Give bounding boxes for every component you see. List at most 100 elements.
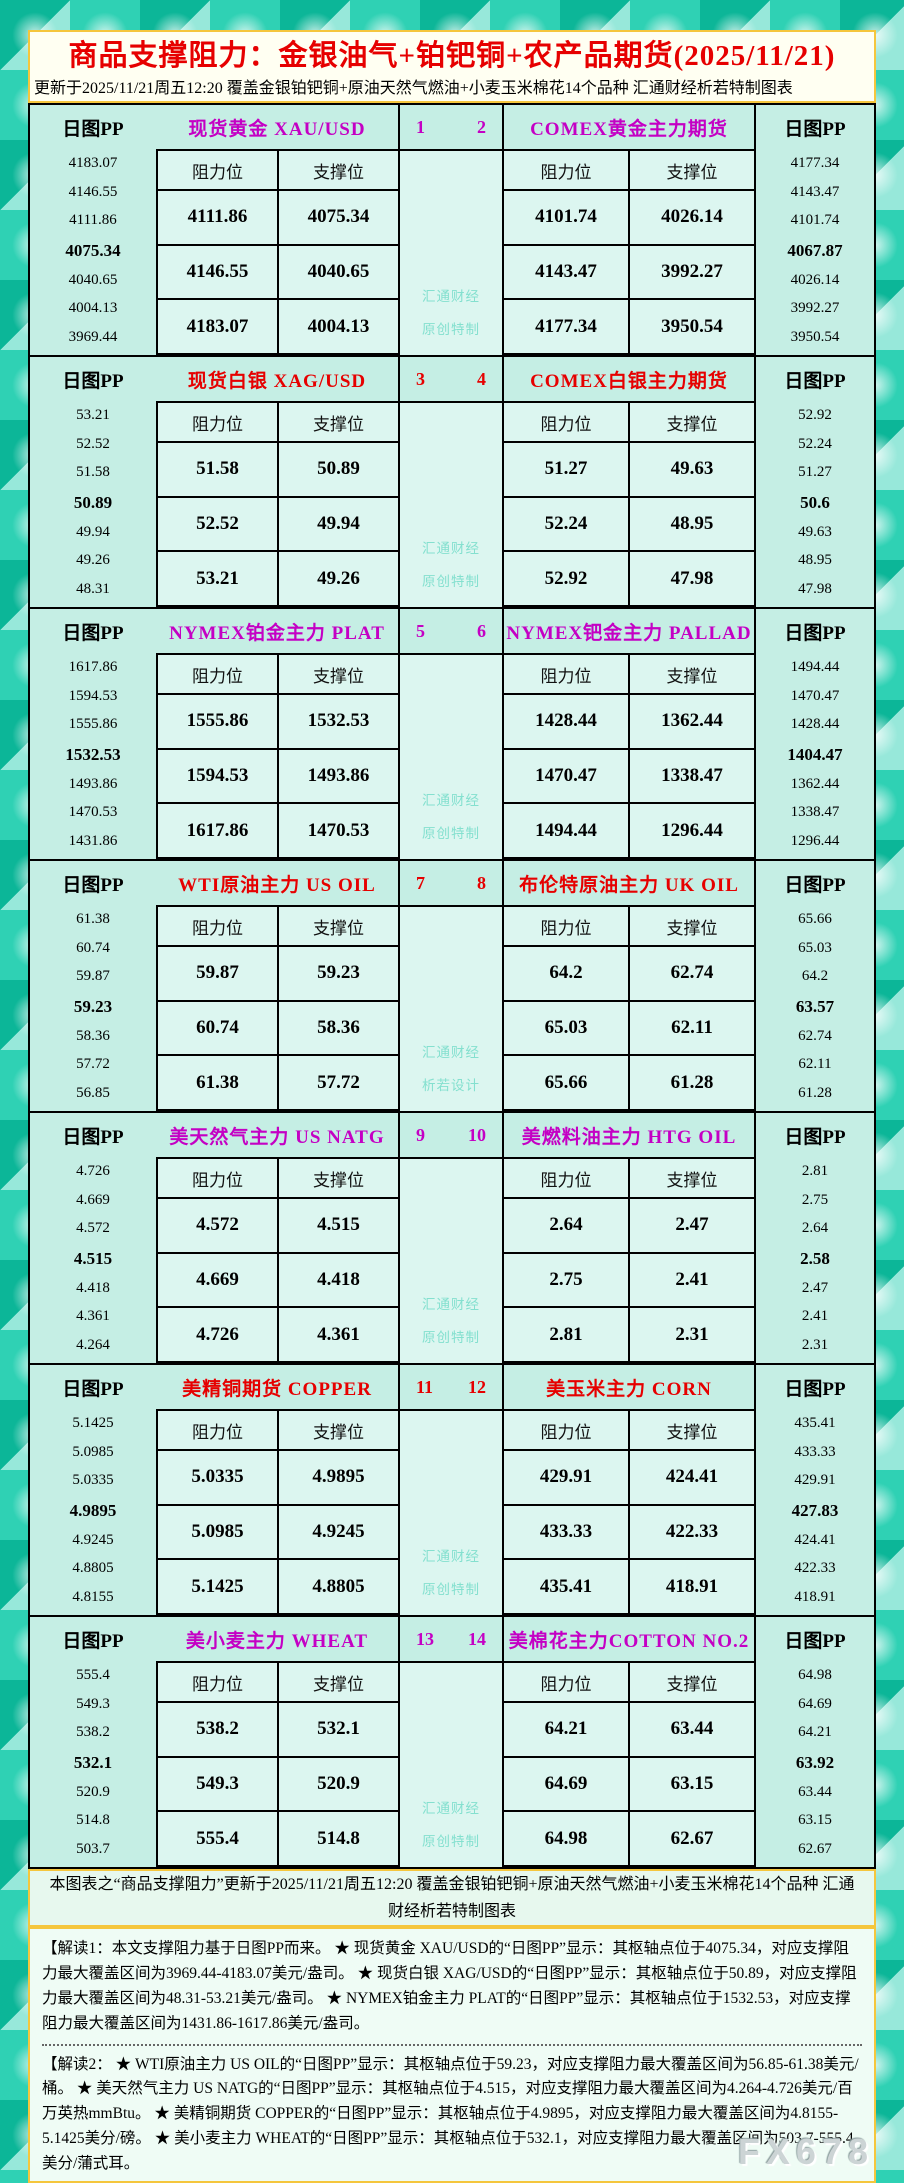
table-header-row: 阻力位 支撑位 <box>158 151 398 191</box>
pp-column-left: 日图PP 5.1425 5.0985 5.0335 4.9895 4.9245 4.880… <box>30 1365 156 1615</box>
support-value: 62.67 <box>670 1827 714 1849</box>
pp-header-label: 日图PP <box>62 118 124 140</box>
interpretation-2: 【解读2： ★ WTI原油主力 US OIL的“日图PP”显示：其枢轴点位于59… <box>42 2055 859 2172</box>
site-watermark-cell: 汇通财经 原创特制 <box>400 1663 502 1867</box>
table-row: 1428.44 1362.44 <box>504 695 754 750</box>
support-value: 4.9245 <box>312 1521 365 1542</box>
resistance-header: 阻力位 <box>158 1663 279 1701</box>
table-row: 4.669 4.418 <box>158 1253 398 1309</box>
instrument-title-right: COMEX黄金主力期货 <box>530 118 728 140</box>
resistance-value: 1617.86 <box>158 804 279 858</box>
table-row: 429.91 424.41 <box>504 1451 754 1506</box>
table-row: 59.87 59.23 <box>158 947 398 1002</box>
resistance-value: 4183.07 <box>158 300 279 354</box>
pivot-value: 4067.87 <box>787 240 843 260</box>
instrument-title-left: 现货白银 XAG/USD <box>187 370 367 392</box>
table-row: 64.98 62.67 <box>504 1812 754 1866</box>
table-row: 1470.47 1338.47 <box>504 749 754 805</box>
pp-column-right: 日图PP 52.92 52.24 51.27 50.6 49.63 48.95 47.98 <box>754 357 874 607</box>
resistance-value: 429.91 <box>504 1451 630 1504</box>
pp-value: 48.31 <box>76 581 110 598</box>
resistance-header: 阻力位 <box>158 907 279 945</box>
pp-value: 64.21 <box>798 1724 832 1741</box>
table-row: 61.38 57.72 <box>158 1056 398 1110</box>
resistance-value: 5.1425 <box>158 1560 279 1614</box>
pp-value: 3992.27 <box>790 300 840 317</box>
levels-panel-right: NYMEX钯金主力 PALLAD 阻力位 支撑位 1428.44 1362.44 1… <box>504 609 754 859</box>
pp-values-left: 5.1425 5.0985 5.0335 4.9895 4.9245 4.8805 4.81… <box>30 1409 156 1615</box>
site-watermark-line: 析若设计 <box>422 1078 480 1094</box>
resistance-header: 阻力位 <box>158 655 279 693</box>
pair-index-left: 9 <box>416 1124 425 1145</box>
table-header-row: 阻力位 支撑位 <box>158 1663 398 1703</box>
table-row: 4143.47 3992.27 <box>504 245 754 301</box>
levels-table-left: 阻力位 支撑位 4.572 4.515 4.669 4.418 4.726 4.361 <box>156 1157 398 1363</box>
site-watermark-cell: 汇通财经 原创特制 <box>400 655 502 859</box>
pp-value: 4004.13 <box>68 300 118 317</box>
support-header: 支撑位 <box>666 1674 718 1694</box>
pp-value: 51.27 <box>798 464 832 481</box>
site-watermark-cell: 汇通财经 原创特制 <box>400 403 502 607</box>
resistance-header: 阻力位 <box>158 151 279 189</box>
site-watermark-line: 汇通财经 <box>422 1044 480 1060</box>
resistance-value: 52.52 <box>158 497 279 551</box>
table-row: 2.64 2.47 <box>504 1199 754 1254</box>
pp-value: 4143.47 <box>790 183 840 200</box>
table-body-right: 4101.74 4026.14 4143.47 3992.27 4177.34 3950.… <box>504 191 754 354</box>
pp-column-left: 日图PP 4183.07 4146.55 4111.86 4075.34 4040.65… <box>30 105 156 355</box>
resistance-value: 4.669 <box>158 1253 279 1307</box>
table-header-row: 阻力位 支撑位 <box>158 403 398 443</box>
levels-panel-left: NYMEX铂金主力 PLAT 阻力位 支撑位 1555.86 1532.53 159… <box>156 609 398 859</box>
resistance-value: 4177.34 <box>504 300 630 354</box>
resistance-value: 64.2 <box>504 947 630 1000</box>
page-title: 商品支撑阻力：金银油气+铂钯铜+农产品期货(2025/11/21) <box>68 40 836 72</box>
table-row: 64.21 63.44 <box>504 1703 754 1758</box>
site-watermark-cell: 汇通财经 析若设计 <box>400 907 502 1111</box>
pp-header-label: 日图PP <box>784 1126 846 1148</box>
pair-index-cell: 11 12 汇通财经 原创特制 <box>398 1365 504 1615</box>
pp-value: 4040.65 <box>68 271 118 288</box>
pp-value: 4.669 <box>76 1191 110 1208</box>
resistance-value: 53.21 <box>158 552 279 606</box>
resistance-value: 4.572 <box>158 1199 279 1252</box>
instrument-title-right: 美燃料油主力 HTG OIL <box>521 1126 737 1148</box>
instrument-title-left: WTI原油主力 US OIL <box>178 874 376 896</box>
support-value: 1470.53 <box>307 819 370 841</box>
pp-values-left: 53.21 52.52 51.58 50.89 49.94 49.26 48.31 <box>30 401 156 607</box>
pp-value: 49.63 <box>798 523 832 540</box>
table-row: 4101.74 4026.14 <box>504 191 754 246</box>
pp-values-left: 1617.86 1594.53 1555.86 1532.53 1493.86 1470.… <box>30 653 156 859</box>
pp-values-right: 435.41 433.33 429.91 427.83 424.41 422.33 418.… <box>756 1409 874 1615</box>
pp-value: 538.2 <box>76 1724 110 1741</box>
table-row: 52.52 49.94 <box>158 497 398 553</box>
resistance-header: 阻力位 <box>504 1663 630 1701</box>
pp-value: 1470.53 <box>68 804 118 821</box>
support-header: 支撑位 <box>313 1674 364 1694</box>
pp-header-label: 日图PP <box>62 622 124 644</box>
levels-table-right: 阻力位 支撑位 64.21 63.44 64.69 63.15 64.98 62.67 <box>504 1661 754 1867</box>
table-row: 65.03 62.11 <box>504 1001 754 1057</box>
pp-value: 61.28 <box>798 1085 832 1102</box>
pp-header-label: 日图PP <box>784 622 846 644</box>
pp-value: 49.94 <box>76 523 110 540</box>
support-value: 1338.47 <box>661 765 723 786</box>
resistance-value: 4111.86 <box>158 191 279 244</box>
pair-index-cell: 13 14 汇通财经 原创特制 <box>398 1617 504 1867</box>
pp-column-left: 日图PP 4.726 4.669 4.572 4.515 4.418 4.361 4.264 <box>30 1113 156 1363</box>
resistance-value: 1428.44 <box>504 695 630 748</box>
table-row: 435.41 418.91 <box>504 1560 754 1614</box>
support-value: 63.15 <box>670 1773 714 1794</box>
pair-index-cell: 5 6 汇通财经 原创特制 <box>398 609 504 859</box>
support-value: 3950.54 <box>661 315 723 337</box>
pp-value: 514.8 <box>76 1812 110 1829</box>
pp-value: 1428.44 <box>790 716 840 733</box>
pp-header-label: 日图PP <box>62 874 124 896</box>
support-value: 57.72 <box>317 1071 360 1093</box>
resistance-value: 4143.47 <box>504 245 630 299</box>
pp-column-right: 日图PP 1494.44 1470.47 1428.44 1404.47 1362.44… <box>754 609 874 859</box>
commodity-block: 日图PP 4.726 4.669 4.572 4.515 4.418 4.361 4.264… <box>28 1111 876 1365</box>
pp-header-label: 日图PP <box>62 1630 124 1652</box>
support-header: 支撑位 <box>313 1170 364 1190</box>
pp-values-left: 4.726 4.669 4.572 4.515 4.418 4.361 4.264 <box>30 1157 156 1363</box>
